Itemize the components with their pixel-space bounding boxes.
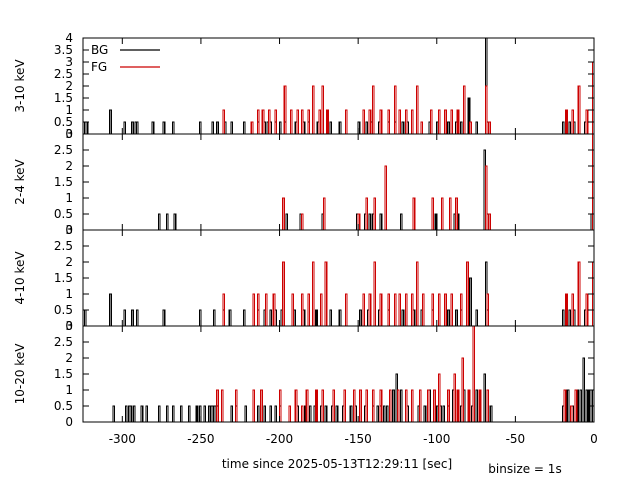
y-tick-label: 0.5 xyxy=(54,115,73,129)
y-tick-label: 1.5 xyxy=(54,91,73,105)
panel-3: 0 0.5 1 1.5 2 2.5 3 4-10 keV xyxy=(13,223,595,333)
legend-label-fg: FG xyxy=(91,60,107,74)
y-tick-label: 0.5 xyxy=(54,399,73,413)
y-tick-label: 2.5 xyxy=(54,335,73,349)
y-axis-label: 2-4 keV xyxy=(13,158,27,204)
y-tick-label: 0.5 xyxy=(54,207,73,221)
binsize-note: binsize = 1s xyxy=(488,462,561,476)
panel-4: 0 0.5 1 1.5 2 2.5 3 10-20 keV xyxy=(13,319,595,429)
x-tick-label: -50 xyxy=(506,432,526,446)
y-tick-label: 0 xyxy=(65,127,73,141)
x-tick-label: -150 xyxy=(345,432,372,446)
y-axis-label: 3-10 keV xyxy=(13,59,27,113)
series-bg-panel-2 xyxy=(157,149,593,230)
y-tick-label: 0 xyxy=(65,319,73,333)
y-tick-label: 2.5 xyxy=(54,239,73,253)
plot-frame xyxy=(82,37,595,135)
series-bg-panel-3 xyxy=(84,261,587,326)
series-fg-panel-3 xyxy=(222,261,595,326)
y-tick-label: 1 xyxy=(65,383,73,397)
plot-frame xyxy=(82,229,595,327)
y-tick-label: 1.5 xyxy=(54,271,73,285)
y-tick-label: 1.5 xyxy=(54,367,73,381)
x-axis-label: time since 2025-05-13T12:29:11 [sec] xyxy=(222,457,452,471)
x-tick-label: -250 xyxy=(187,432,214,446)
panels: 00.511.522.533.543-10 keV00.511.522.532-… xyxy=(13,31,598,446)
series-fg-panel-1 xyxy=(222,61,595,134)
series-bg-panel-1 xyxy=(84,37,595,134)
y-tick-label: 2 xyxy=(65,79,73,93)
y-tick-label: 3 xyxy=(65,55,73,69)
x-tick-label: 0 xyxy=(590,432,598,446)
legend: BG FG xyxy=(91,43,160,74)
y-tick-label: 4 xyxy=(65,31,73,45)
series-fg-panel-4 xyxy=(216,325,578,422)
y-axis-label: 10-20 keV xyxy=(13,343,27,405)
y-tick-label: 0.5 xyxy=(54,303,73,317)
y-tick-label: 3 xyxy=(65,223,73,237)
y-tick-label: 0 xyxy=(65,415,73,429)
panel-1: 00.511.522.533.543-10 keV xyxy=(13,31,595,141)
y-axis-label: 4-10 keV xyxy=(13,251,27,305)
y-tick-label: 0 xyxy=(65,223,73,237)
y-tick-label: 2 xyxy=(65,351,73,365)
y-tick-label: 3.5 xyxy=(54,43,73,57)
y-tick-label: 1 xyxy=(65,103,73,117)
y-tick-label: 3 xyxy=(65,319,73,333)
y-tick-label: 2 xyxy=(65,255,73,269)
panel-2: 0 0.5 1 1.5 2 2.5 3 2-4 keV xyxy=(13,127,595,237)
y-tick-label: 2.5 xyxy=(54,67,73,81)
x-tick-label: -300 xyxy=(109,432,136,446)
x-tick-label: -100 xyxy=(423,432,450,446)
x-tick-label: -200 xyxy=(266,432,293,446)
series-fg-panel-2 xyxy=(282,133,595,230)
y-tick-label: 2 xyxy=(65,159,73,173)
y-tick-label: 2.5 xyxy=(54,143,73,157)
y-tick-label: 1.5 xyxy=(54,175,73,189)
legend-label-bg: BG xyxy=(91,43,108,57)
y-tick-label: 1 xyxy=(65,287,73,301)
y-tick-label: 1 xyxy=(65,191,73,205)
y-tick-label: 3 xyxy=(65,127,73,141)
